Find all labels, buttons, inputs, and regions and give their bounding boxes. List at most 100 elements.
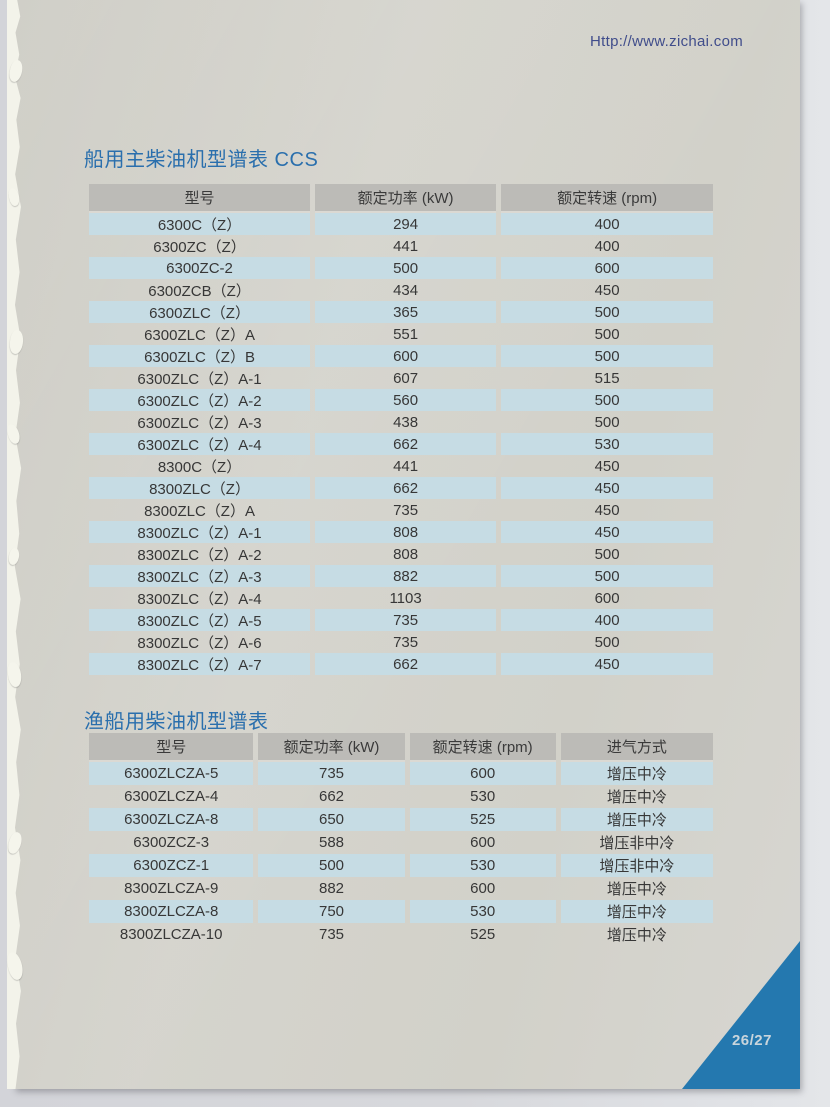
table-row: 6300ZCB（Z） 434 450 [89,279,713,301]
table-row: 8300ZLC（Z）A-1 808 450 [89,521,713,543]
table-cell: 8300ZLC（Z）A-5 [89,609,311,631]
table-cell: 560 [315,389,497,411]
table-cell: 600 [315,345,497,367]
table-cell: 294 [315,213,497,235]
table-cell: 450 [501,521,713,543]
table-row: 6300ZLC（Z）A-3 438 500 [89,411,713,433]
header-row: 型号 额定功率 (kW) 额定转速 (rpm) 进气方式 [89,733,713,762]
table-cell: 8300ZLC（Z）A-6 [137,634,262,652]
table-cell: 441 [393,237,419,255]
table-row: 8300ZLC（Z）A-7 662 450 [89,653,713,675]
table-cell: 500 [594,633,620,651]
table-cell: 530 [409,854,556,877]
header-row: 型号 额定功率 (kW) 额定转速 (rpm) [89,184,713,213]
table-cell: 500 [258,854,405,877]
table-cell: 增压非中冷 [560,854,713,877]
table-cell: 6300ZLC（Z）A-1 [137,370,262,388]
table-cell: 6300ZLC（Z） [89,301,311,323]
page-number: 26/27 [731,1032,772,1049]
table-cell: 365 [315,301,497,323]
column-header: 型号 [89,733,254,762]
table-cell: 450 [594,457,620,475]
table-cell: 500 [501,565,713,587]
table-row: 8300ZLC（Z）A-2 808 500 [89,543,713,565]
table-cell: 434 [393,281,419,299]
table-row: 8300ZLC（Z） 662 450 [89,477,713,499]
table-row: 6300ZCZ-3 588 600 增压非中冷 [89,831,713,854]
table-cell: 650 [258,808,405,831]
corner-triangle [682,941,800,1089]
table-cell: 500 [594,413,620,431]
table-cell: 662 [315,653,497,675]
table-cell: 6300ZLC（Z）B [89,345,311,367]
table-cell: 450 [594,281,620,299]
table-cell: 530 [409,900,556,923]
table-cell: 8300ZLC（Z）A-1 [89,521,311,543]
table-cell: 8300ZLC（Z） [89,477,311,499]
table-cell: 500 [315,257,497,279]
table-cell: 8300ZLC（Z）A-3 [89,565,311,587]
table-cell: 882 [318,880,345,897]
table-cell: 515 [594,369,620,387]
fishing-table-title: 渔船用柴油机型谱表 [84,711,269,733]
marine-table-title: 船用主柴油机型谱表 CCS [84,149,319,171]
table-row: 6300ZLC（Z）A-4 662 530 [89,433,713,455]
table-cell: 882 [315,565,497,587]
table-cell: 400 [501,213,713,235]
table-row: 6300ZC（Z） 441 400 [89,235,713,257]
table-cell: 735 [393,501,419,519]
table-cell: 6300ZLC（Z）A-2 [89,389,311,411]
table-row: 6300ZLC（Z）B 600 500 [89,345,713,367]
table-cell: 8300ZLC（Z）A-7 [89,653,311,675]
table-cell: 735 [393,633,419,651]
table-row: 6300C（Z） 294 400 [89,213,713,235]
catalog-page: Http://www.zichai.com 船用主柴油机型谱表 CCS 型号 额定… [5,0,800,1089]
table-row: 6300ZLC（Z）A-2 560 500 [89,389,713,411]
table-cell: 6300ZLC（Z）A [144,326,255,344]
table-cell: 441 [393,457,419,475]
table-cell: 662 [315,477,497,499]
table-cell: 8300ZLC（Z）A-2 [137,546,262,564]
table-row: 8300ZLC（Z）A-5 735 400 [89,609,713,631]
table-cell: 735 [315,609,497,631]
table-cell: 6300C（Z） [89,213,311,235]
table-row: 6300ZLC（Z）A 551 500 [89,323,713,345]
table-row: 8300ZLC（Z）A-6 735 500 [89,631,713,653]
table-cell: 607 [393,369,419,387]
table-cell: 500 [594,545,620,563]
marine-engine-table: 型号 额定功率 (kW) 额定转速 (rpm) 6300C（Z） 294 400 6300Z… [84,184,718,675]
column-header: 额定功率 (kW) [315,184,497,213]
table-cell: 6300ZCZ-1 [89,854,254,877]
column-header: 型号 [89,184,311,213]
table-cell: 750 [258,900,405,923]
table-cell: 8300ZLCZA-10 [119,926,223,943]
table-cell: 8300ZLC（Z）A-4 [137,590,262,608]
table-cell: 500 [594,325,620,343]
table-cell: 8300ZLCZA-8 [89,900,254,923]
table-cell: 600 [501,257,713,279]
fishing-engine-table: 型号 额定功率 (kW) 额定转速 (rpm) 进气方式 6300ZLCZA-5 735 6… [84,733,718,946]
table-cell: 6300ZLCZA-4 [124,788,219,805]
table-cell: 735 [258,762,405,785]
table-cell: 增压中冷 [606,789,667,806]
table-cell: 6300ZLCZA-5 [89,762,254,785]
table-cell: 450 [501,653,713,675]
column-header: 额定转速 (rpm) [501,184,713,213]
table-row: 8300ZLC（Z）A 735 450 [89,499,713,521]
column-header: 额定功率 (kW) [258,733,405,762]
table-cell: 450 [594,501,620,519]
table-cell: 1103 [389,589,422,607]
column-header: 进气方式 [560,733,713,762]
table-cell: 808 [393,545,419,563]
table-cell: 6300ZC（Z） [153,238,246,256]
website-url: Http://www.zichai.com [590,33,744,50]
table-cell: 438 [393,413,419,431]
table-cell: 662 [318,788,345,805]
table-row: 6300ZCZ-1 500 530 增压非中冷 [89,854,713,877]
table-row: 6300ZLCZA-4 662 530 增压中冷 [89,785,713,808]
table-cell: 600 [594,589,620,607]
table-row: 6300ZLCZA-5 735 600 增压中冷 [89,762,713,785]
table-cell: 500 [501,301,713,323]
table-cell: 400 [594,237,620,255]
table-cell: 588 [318,834,345,851]
